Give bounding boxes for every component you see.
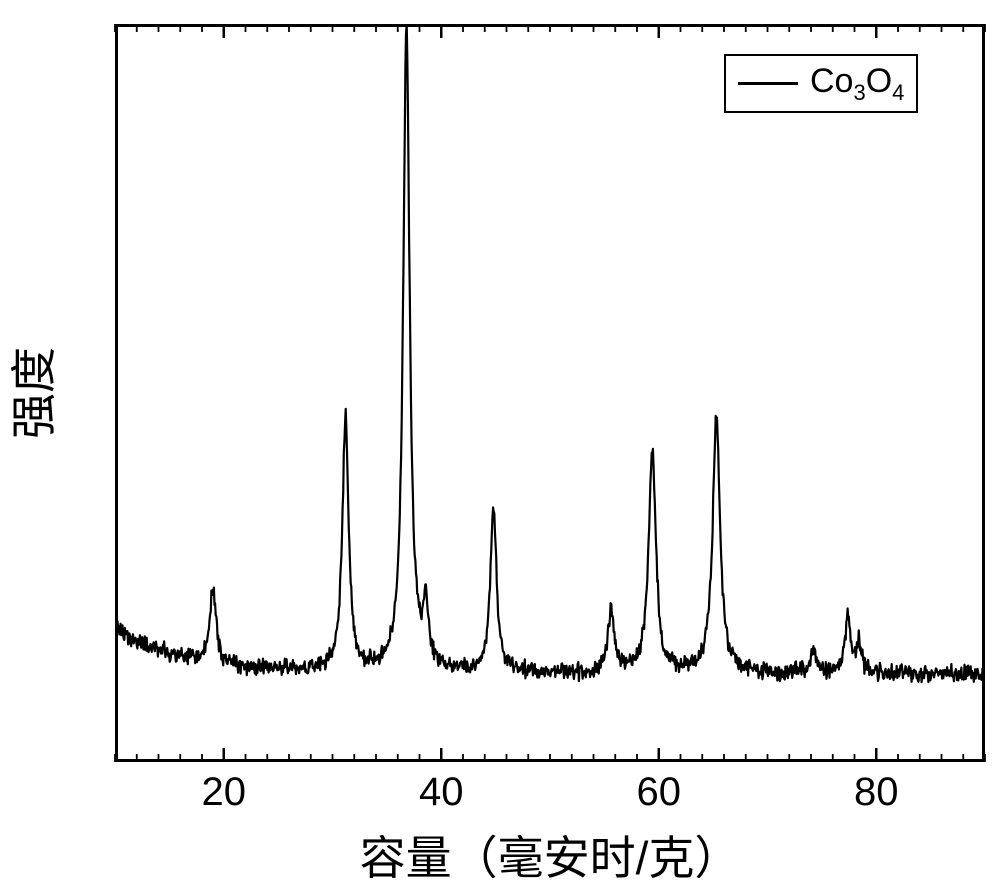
x-tick-label: 60	[637, 770, 682, 815]
x-tick-label: 20	[202, 770, 247, 815]
x-tick-label: 40	[419, 770, 464, 815]
chart-svg	[0, 0, 1000, 892]
x-tick-label: 80	[854, 770, 899, 815]
figure: 强度 容量（毫安时/克） Co3O4 20406080	[0, 0, 1000, 892]
